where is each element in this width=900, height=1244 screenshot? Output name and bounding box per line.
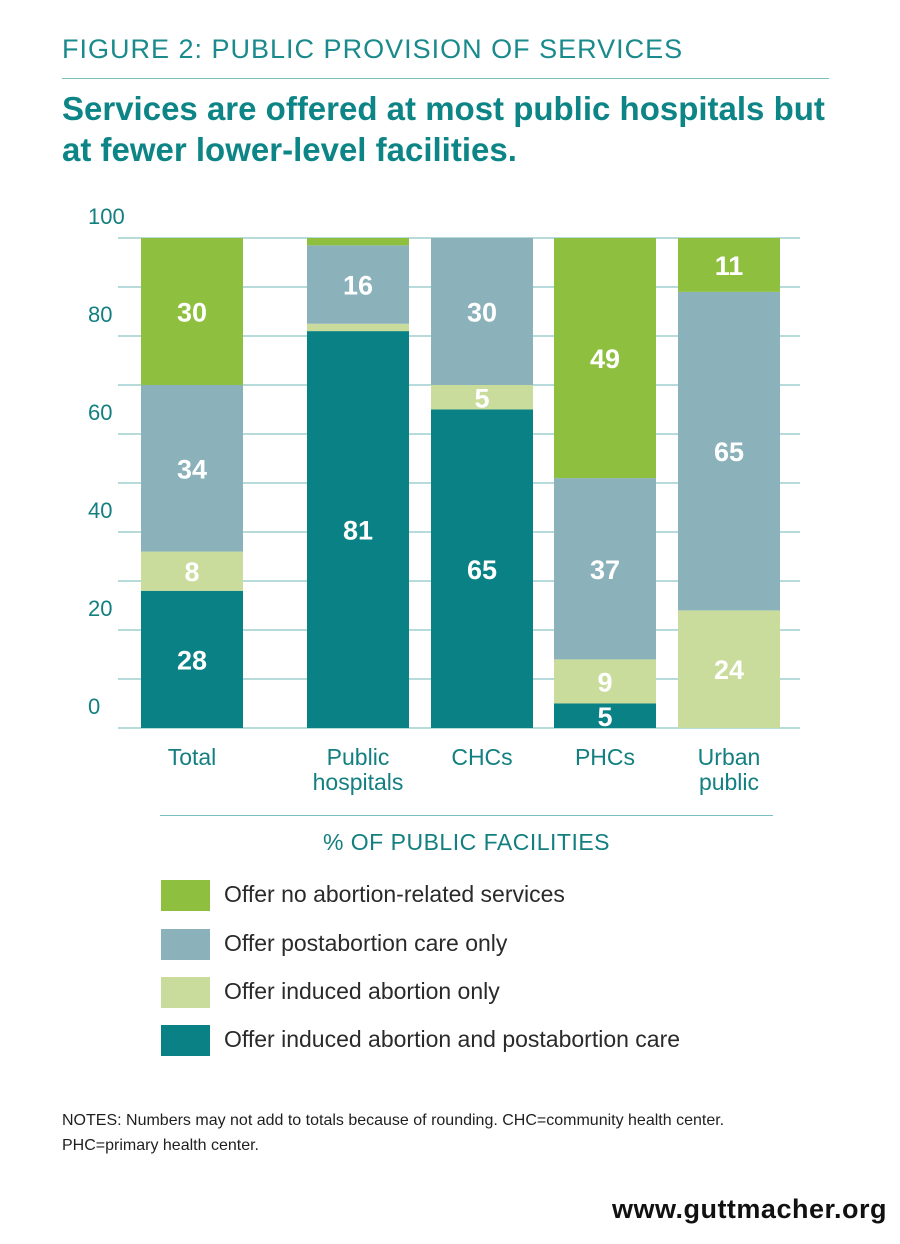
chart-notes: NOTES: Numbers may not add to totals bec…	[62, 1112, 725, 1154]
stacked-bar-chart: 0 20 40 60 80 100 28 8 34 30 Total 81 16 Publichospit…	[88, 204, 800, 795]
legend-swatch	[161, 880, 210, 911]
legend-label: Offer no abortion-related services	[224, 881, 565, 907]
bar-segment	[307, 238, 409, 246]
x-tick-label: Total	[168, 744, 217, 770]
bar-segment	[431, 238, 533, 385]
chart-headline: Services are offered at most public hosp…	[62, 90, 825, 168]
y-tick-label: 100	[88, 204, 125, 229]
data-label: 5	[474, 383, 489, 413]
legend-label: Offer induced abortion and postabortion …	[224, 1026, 681, 1052]
legend-swatch	[161, 1025, 210, 1056]
data-label: 8	[184, 557, 199, 587]
y-tick-label: 60	[88, 400, 112, 425]
data-label: 49	[590, 344, 620, 374]
y-tick-label: 0	[88, 694, 100, 719]
bar-segment	[554, 238, 656, 479]
x-tick-label: Urban	[698, 744, 761, 770]
x-tick-label: PHCs	[575, 744, 635, 770]
data-label: 24	[714, 655, 744, 685]
data-label: 65	[714, 437, 744, 467]
figure-label: FIGURE 2: PUBLIC PROVISION OF SERVICES	[62, 34, 684, 64]
bar-segment	[141, 590, 243, 728]
bar-segment	[141, 551, 243, 591]
y-tick-label: 40	[88, 498, 112, 523]
x-tick-label: hospitals	[313, 769, 404, 795]
axis-divider	[160, 815, 773, 816]
data-label: 28	[177, 645, 207, 675]
data-label: 11	[715, 251, 744, 281]
bar-segment	[431, 409, 533, 728]
bar-segment	[678, 291, 780, 611]
bar-segment	[554, 703, 656, 728]
data-label: 9	[597, 667, 612, 697]
data-label: 34	[177, 454, 207, 484]
x-tick-label: Public	[327, 744, 390, 770]
bar-segment	[678, 610, 780, 728]
bar-segment	[307, 323, 409, 332]
data-label: 5	[597, 702, 612, 732]
legend-label: Offer postabortion care only	[224, 930, 508, 956]
data-label: 30	[467, 298, 497, 328]
data-label: 16	[343, 271, 373, 301]
bar-segment	[307, 245, 409, 324]
data-label: 65	[467, 555, 497, 585]
x-tick-label: public	[699, 769, 759, 795]
data-label: 30	[177, 298, 207, 328]
bar-segment	[431, 385, 533, 410]
bar-segment	[141, 385, 243, 552]
x-tick-label: CHCs	[451, 744, 512, 770]
legend-swatch	[161, 929, 210, 960]
data-label: 81	[343, 516, 373, 546]
legend-label: Offer induced abortion only	[224, 978, 500, 1004]
bar-segment	[554, 478, 656, 660]
data-label: 37	[590, 555, 620, 585]
bar-segment	[307, 331, 409, 728]
bar-segment	[554, 659, 656, 704]
legend-swatch	[161, 977, 210, 1008]
y-tick-label: 80	[88, 302, 112, 327]
source-url: www.guttmacher.org	[611, 1194, 887, 1224]
x-axis-caption: % OF PUBLIC FACILITIES	[322, 829, 611, 855]
bar-segment	[678, 238, 780, 292]
title-divider	[62, 78, 829, 79]
y-tick-label: 20	[88, 596, 112, 621]
bar-segment	[141, 238, 243, 385]
